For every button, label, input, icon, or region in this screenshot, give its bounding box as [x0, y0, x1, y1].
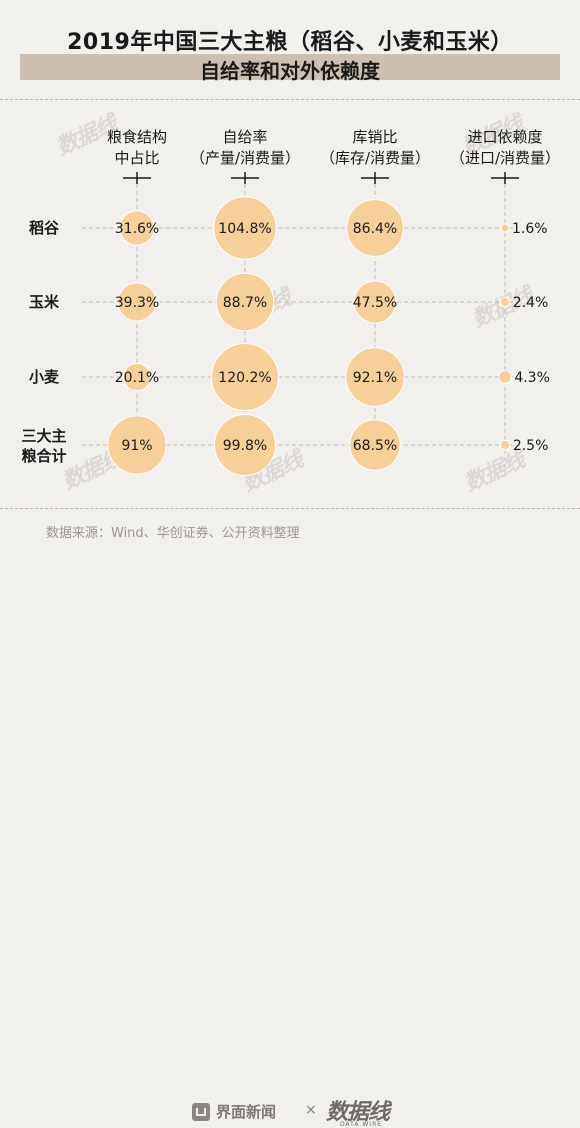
title-block: 2019年中国三大主粮（稻谷、小麦和玉米） 自给率和对外依赖度	[0, 0, 580, 86]
data-bubble	[213, 196, 277, 260]
data-label: 20.1%	[115, 370, 159, 386]
data-label: 120.2%	[218, 370, 271, 386]
row-label: 稻谷	[29, 219, 60, 237]
data-label: 2.5%	[513, 438, 549, 454]
data-bubble	[122, 362, 152, 392]
data-bubble	[119, 210, 155, 246]
data-label: 39.3%	[115, 295, 159, 311]
data-label: 86.4%	[353, 221, 397, 237]
data-bubble	[349, 419, 401, 471]
data-label: 4.3%	[514, 370, 550, 386]
top-divider	[0, 99, 580, 100]
row-label: 小麦	[29, 368, 60, 386]
partner-logo-sub: DATA WIRE	[340, 1121, 383, 1128]
data-label: 2.4%	[513, 295, 549, 311]
chart-title: 2019年中国三大主粮（稻谷、小麦和玉米）	[67, 30, 513, 55]
row-label: 玉米	[29, 293, 60, 311]
title-band	[20, 54, 560, 80]
column-header: 自给率	[222, 128, 267, 146]
data-bubble	[500, 223, 510, 233]
data-bubble	[499, 296, 511, 308]
row-label: 粮合计	[21, 447, 66, 465]
data-bubble	[345, 347, 405, 407]
column-header: 进口依赖度	[467, 128, 542, 146]
data-label: 1.6%	[512, 221, 548, 237]
column-header: 中占比	[114, 149, 159, 167]
data-bubble	[498, 370, 512, 384]
column-header: （库存/消费量）	[320, 149, 430, 167]
data-bubble	[346, 199, 404, 257]
data-bubble	[107, 415, 167, 475]
data-label: 88.7%	[223, 295, 267, 311]
data-bubble	[499, 439, 511, 451]
data-bubble	[353, 280, 397, 324]
data-label: 99.8%	[223, 438, 267, 454]
column-header: 库销比	[352, 128, 397, 146]
times-sign: ×	[305, 1102, 317, 1118]
source-note: 数据来源：Wind、华创证券、公开资料整理	[46, 526, 300, 541]
bottom-divider	[0, 508, 580, 509]
data-label: 104.8%	[218, 221, 271, 237]
data-bubble	[211, 343, 279, 411]
data-label: 47.5%	[353, 295, 397, 311]
jiemian-logo-icon	[192, 1103, 210, 1121]
column-header: （进口/消费量）	[450, 149, 560, 167]
data-label: 68.5%	[353, 438, 397, 454]
row-label: 三大主	[21, 427, 66, 445]
data-bubble	[215, 272, 275, 332]
data-label: 92.1%	[353, 370, 397, 386]
column-header: （产量/消费量）	[190, 149, 300, 167]
data-bubble	[117, 282, 157, 322]
brand-name: 界面新闻	[216, 1103, 277, 1121]
footer: 界面新闻 × 数据线 DATA WIRE	[0, 548, 580, 1128]
data-label: 31.6%	[115, 221, 159, 237]
chart-subtitle: 自给率和对外依赖度	[200, 59, 380, 83]
data-label: 91%	[121, 438, 152, 454]
column-header: 粮食结构	[107, 128, 167, 146]
data-bubble	[214, 414, 276, 476]
